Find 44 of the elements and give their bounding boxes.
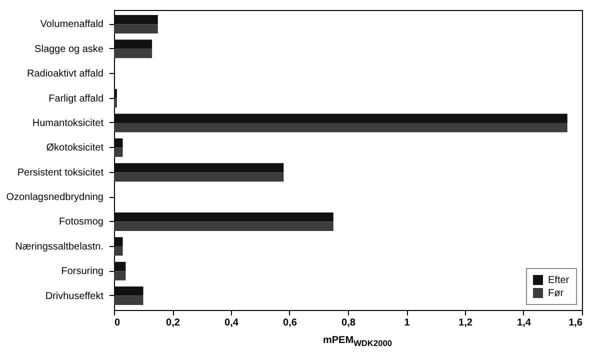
bar [114, 138, 123, 148]
bar [114, 163, 284, 172]
bar [114, 148, 123, 157]
y-tick-label: Ozonlagsnedbrydning [6, 192, 104, 204]
legend-label: Efter [548, 275, 570, 286]
y-tick-label: Farligt affald [48, 93, 104, 104]
y-tick-label: Næringssaltbelastn. [15, 241, 104, 252]
bar [114, 48, 152, 58]
bar [114, 286, 144, 296]
y-tick-label: Fotosmog [59, 216, 104, 228]
y-tick-label: Humantoksicitet [32, 118, 104, 129]
y-tick-label: Drivhuseffekt [45, 290, 104, 302]
bar [114, 271, 126, 280]
bar [114, 246, 123, 256]
bar [114, 122, 568, 132]
bar [114, 40, 152, 49]
bar [114, 89, 117, 98]
bar [114, 172, 284, 182]
y-tick-label: Volumenaffald [40, 19, 104, 30]
x-axis-title: mPEM$_{WDK2000}$ [322, 335, 393, 348]
x-tick-label: 1,6 [568, 318, 583, 328]
y-tick-label: Persistent toksicitet [17, 167, 104, 178]
x-tick-label: 1,4 [517, 318, 532, 328]
bar [114, 212, 334, 222]
bar [114, 262, 126, 272]
y-tick-label: Forsuring [61, 266, 104, 278]
x-tick-label: 0,6 [283, 318, 298, 328]
x-tick-label: 0,8 [342, 318, 356, 328]
x-tick-label: 1,2 [458, 318, 473, 328]
x-tick-label: 0 [114, 318, 120, 328]
y-tick-label: Slagge og aske [34, 44, 104, 55]
bar [114, 98, 117, 108]
bar [114, 24, 158, 34]
legend-label: Før [548, 288, 564, 299]
bar [114, 237, 123, 246]
bar [114, 296, 144, 306]
y-tick-label: Radioaktivt affald [26, 68, 104, 80]
bar [114, 114, 568, 123]
x-tick-label: 0,4 [224, 318, 239, 328]
bar [114, 14, 158, 24]
bar [114, 222, 334, 231]
y-tick-label: Økotoksicitet [46, 142, 104, 154]
x-tick-label: 0,2 [166, 318, 180, 328]
x-tick-label: 1 [404, 318, 410, 328]
